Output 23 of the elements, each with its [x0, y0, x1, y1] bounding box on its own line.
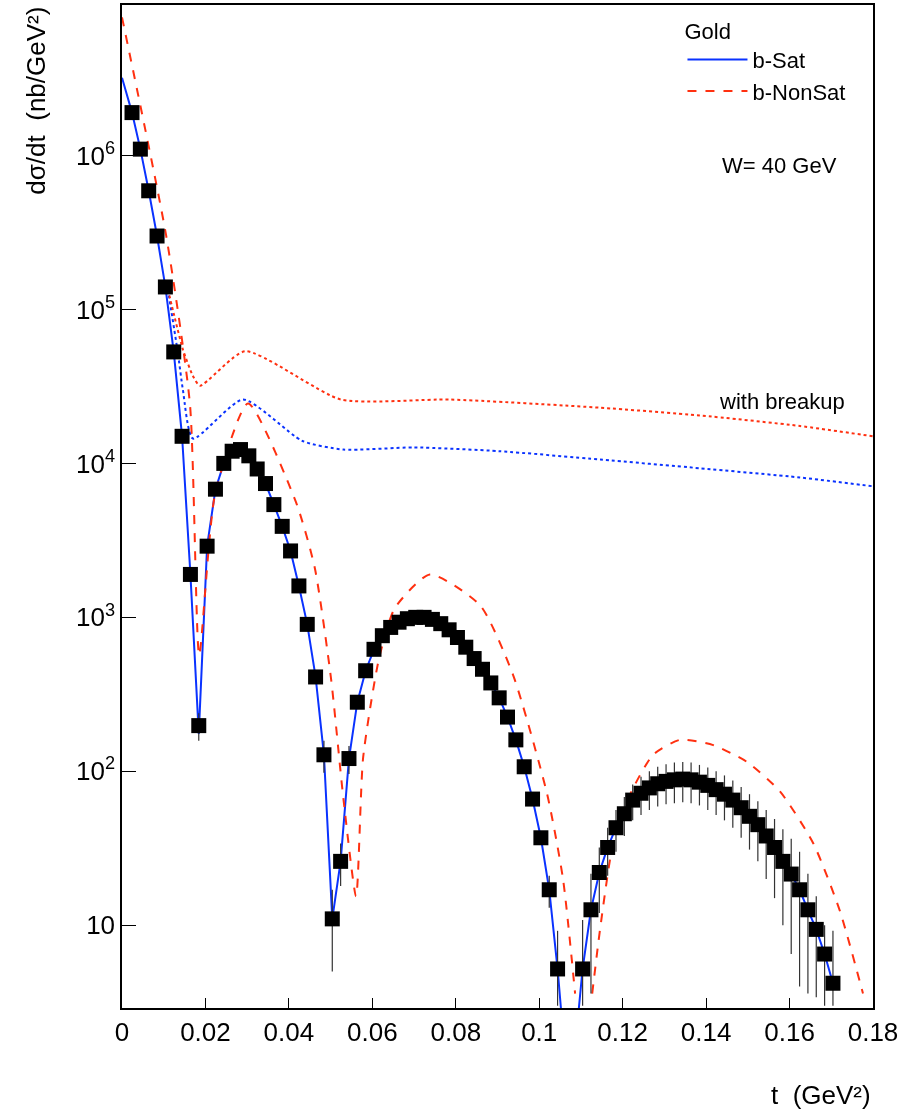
x-tick-label: 0.14 — [680, 1016, 732, 1047]
x-tick-label: 0.04 — [263, 1016, 315, 1047]
y-tick-label: 10 — [86, 910, 116, 941]
legend-label: b-Sat — [752, 48, 806, 73]
y-axis-title: dσ/dt (nb/GeV²) — [20, 6, 51, 195]
y-tick-label: 10$^{2}$ — [76, 753, 116, 787]
x-axis-title: t (GeV²) — [771, 1080, 871, 1110]
x-tick-label: 0.12 — [597, 1016, 648, 1047]
y-tick-label: 10$^{5}$ — [76, 291, 116, 325]
y-tick-label: 10$^{6}$ — [76, 137, 116, 171]
x-tick-label: 0.08 — [430, 1016, 482, 1047]
x-tick-label: 0 — [114, 1016, 130, 1047]
legend-title: Gold — [684, 18, 731, 44]
legend-label: b-NonSat — [752, 79, 846, 105]
x-tick-label: 0.18 — [847, 1016, 899, 1047]
y-tick-label: 10$^{4}$ — [76, 445, 116, 479]
y-tick-label: 10$^{3}$ — [76, 599, 116, 633]
x-tick-label: 0.16 — [764, 1016, 815, 1047]
x-tick-label: 0.1 — [521, 1016, 558, 1047]
annotation: W= 40 GeV — [722, 153, 837, 178]
x-tick-label: 0.02 — [180, 1016, 231, 1047]
x-tick-label: 0.06 — [347, 1016, 398, 1047]
annotation: with breakup — [719, 389, 845, 414]
